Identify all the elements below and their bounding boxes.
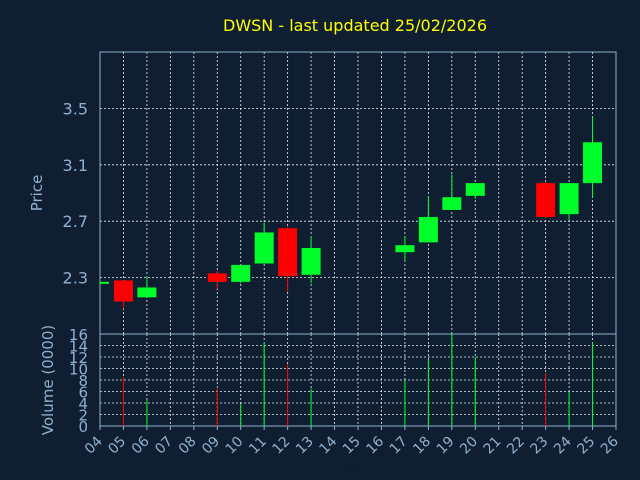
x-tick-label: 23 <box>528 434 552 458</box>
candle-body <box>231 264 251 282</box>
volume-tick-label: 14 <box>69 338 88 356</box>
volume-tick-label: 0 <box>78 418 88 436</box>
price-axis-ticks: 2.3 2.7 3.1 3.5 <box>63 99 88 287</box>
volume-tick-label: 4 <box>78 395 88 413</box>
x-axis-ticks: 04 05 06 07 08 09 10 11 12 13 14 15 16 17 18 19 20 21 22 23… <box>82 426 622 457</box>
price-tick-label: 2.7 <box>63 212 88 231</box>
x-tick-label: 10 <box>223 434 247 458</box>
candle-body <box>442 197 462 210</box>
candle-body <box>418 216 438 243</box>
x-tick-label: 13 <box>293 434 317 458</box>
x-tick-label: 18 <box>410 434 434 458</box>
volume-gridlines <box>100 334 616 426</box>
candle-body <box>207 273 227 282</box>
x-tick-label: 09 <box>199 434 223 458</box>
volume-axis-label: Volume (0000) <box>39 325 57 435</box>
x-tick-label: 19 <box>434 434 458 458</box>
price-candles <box>99 116 603 309</box>
volume-tick-label: 16 <box>69 326 88 344</box>
price-axis-label: Price <box>28 175 46 212</box>
candle-body <box>278 228 298 277</box>
x-tick-label: 15 <box>340 434 364 458</box>
candle-body <box>254 232 274 264</box>
x-axis-label: Day <box>334 460 362 476</box>
volume-tick-label: 6 <box>78 384 88 402</box>
x-tick-label: 14 <box>316 433 340 457</box>
candle-body <box>536 183 556 217</box>
volume-tick-label: 8 <box>78 372 88 390</box>
x-tick-label: 07 <box>152 434 176 458</box>
candle-body <box>100 281 109 284</box>
volume-tick-label: 10 <box>69 361 88 379</box>
chart-title: DWSN - last updated 25/02/2026 <box>223 16 487 35</box>
candle-body <box>583 142 603 184</box>
price-tick-label: 3.1 <box>63 156 88 175</box>
x-tick-label: 06 <box>129 433 153 457</box>
candle-body <box>559 183 579 215</box>
x-tick-label: 12 <box>270 434 294 458</box>
x-tick-label: 17 <box>387 434 411 458</box>
x-tick-label: 22 <box>504 434 528 458</box>
price-tick-label: 3.5 <box>63 99 88 118</box>
candle-body <box>301 247 321 275</box>
x-tick-label: 04 <box>82 433 106 457</box>
x-tick-label: 11 <box>246 434 270 458</box>
x-tick-label: 08 <box>176 434 200 458</box>
x-tick-label: 24 <box>551 433 575 457</box>
candle-body <box>395 245 415 253</box>
x-tick-label: 21 <box>481 434 505 458</box>
x-tick-label: 20 <box>457 434 481 458</box>
candle-body <box>137 287 157 298</box>
x-tick-label: 25 <box>574 434 598 458</box>
volume-tick-label: 2 <box>78 407 88 425</box>
volume-tick-label: 12 <box>69 349 88 367</box>
volume-bars <box>122 334 594 426</box>
candle-body <box>465 183 485 196</box>
price-tick-label: 2.3 <box>63 269 88 288</box>
x-tick-label: 16 <box>363 433 387 457</box>
x-tick-label: 26 <box>598 433 622 457</box>
candle-body <box>113 280 133 302</box>
x-tick-label: 05 <box>105 434 129 458</box>
